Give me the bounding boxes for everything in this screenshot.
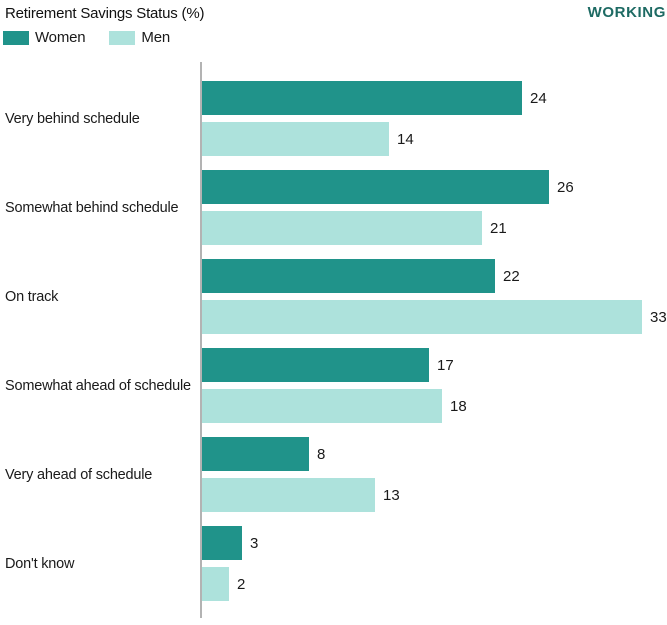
working-label: WORKING [587, 4, 666, 21]
category-label: On track [5, 288, 59, 305]
category-group: Don't know 3 2 [0, 526, 667, 601]
bar-row-women: 3 [202, 526, 667, 560]
bar-row-men: 13 [202, 478, 667, 512]
bar-men [202, 389, 442, 423]
bar-row-men: 21 [202, 211, 667, 245]
category-label: Somewhat ahead of schedule [5, 377, 191, 394]
bar-rows: Very behind schedule 24 14 Somewhat behi… [0, 81, 667, 601]
y-axis-line [200, 62, 202, 618]
legend-label: Men [141, 29, 171, 46]
category-group: Very ahead of schedule 8 13 [0, 437, 667, 512]
value-label-men: 33 [650, 308, 667, 326]
category-bars: 8 13 [200, 437, 667, 512]
value-label-men: 13 [383, 486, 400, 504]
bar-men [202, 567, 229, 601]
category-label: Very ahead of schedule [5, 466, 153, 483]
value-label-women: 26 [557, 178, 574, 196]
bar-women [202, 81, 522, 115]
legend-swatch [109, 30, 136, 45]
bar-row-men: 2 [202, 567, 667, 601]
category-bars: 3 2 [200, 526, 667, 601]
category-label: Very behind schedule [5, 110, 140, 127]
bar-row-men: 18 [202, 389, 667, 423]
bar-men [202, 478, 375, 512]
bar-row-men: 14 [202, 122, 667, 156]
category-label: Don't know [5, 555, 75, 572]
bar-row-men: 33 [202, 300, 667, 334]
category-group: Somewhat ahead of schedule 17 18 [0, 348, 667, 423]
category-label: Somewhat behind schedule [5, 199, 179, 216]
value-label-women: 3 [250, 534, 259, 552]
category-bars: 24 14 [200, 81, 667, 156]
legend-item: Women [3, 29, 86, 46]
bar-row-women: 17 [202, 348, 667, 382]
value-label-women: 24 [530, 89, 547, 107]
category-bars: 17 18 [200, 348, 667, 423]
category-bars: 22 33 [200, 259, 667, 334]
bar-men [202, 122, 389, 156]
chart-title: Retirement Savings Status (%) [5, 5, 205, 22]
value-label-men: 2 [237, 575, 246, 593]
bar-women [202, 526, 242, 560]
value-label-women: 17 [437, 356, 454, 374]
bar-row-women: 24 [202, 81, 667, 115]
bar-women [202, 259, 495, 293]
bar-women [202, 170, 549, 204]
bar-row-women: 8 [202, 437, 667, 471]
bar-row-women: 22 [202, 259, 667, 293]
value-label-women: 22 [503, 267, 520, 285]
legend-label: Women [35, 29, 86, 46]
value-label-men: 21 [490, 219, 507, 237]
value-label-men: 14 [397, 130, 414, 148]
bar-men [202, 211, 482, 245]
value-label-women: 8 [317, 445, 326, 463]
legend: Women Men [3, 29, 170, 46]
legend-item: Men [109, 29, 170, 46]
category-group: Very behind schedule 24 14 [0, 81, 667, 156]
bar-women [202, 437, 309, 471]
bar-row-women: 26 [202, 170, 667, 204]
category-group: On track 22 33 [0, 259, 667, 334]
category-group: Somewhat behind schedule 26 21 [0, 170, 667, 245]
category-bars: 26 21 [200, 170, 667, 245]
value-label-men: 18 [450, 397, 467, 415]
bar-women [202, 348, 429, 382]
bar-men [202, 300, 642, 334]
legend-swatch [3, 30, 29, 45]
